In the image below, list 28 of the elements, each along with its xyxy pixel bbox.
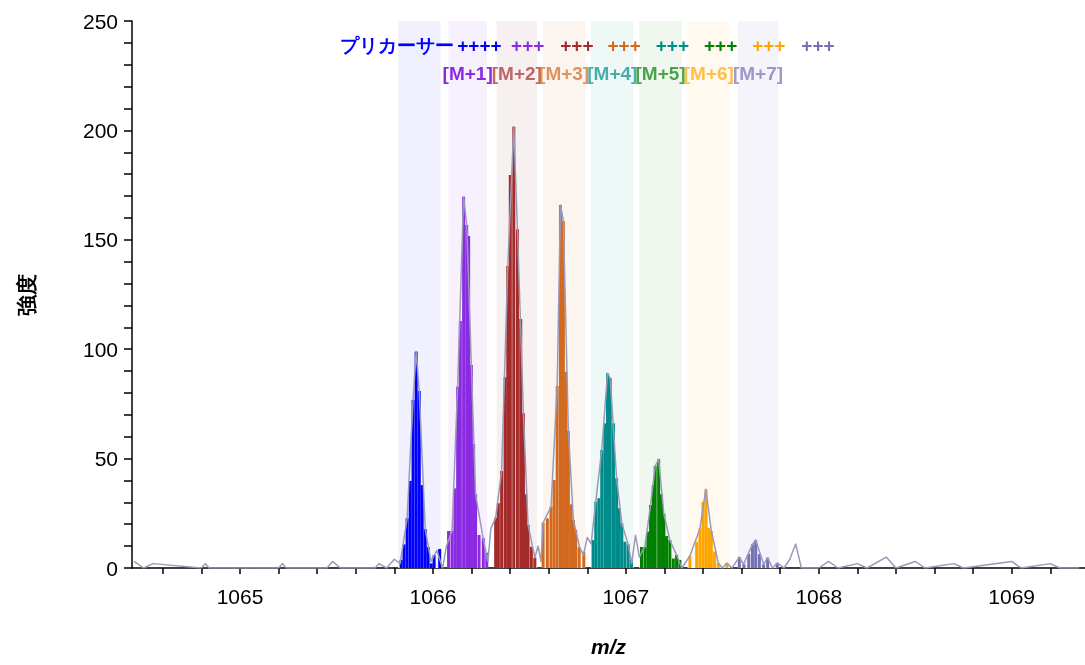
- annotation: [M+2]: [491, 62, 542, 84]
- x-tick-label: 1066: [409, 585, 457, 608]
- x-tick-label: 1069: [988, 585, 1036, 608]
- y-tick-label: 250: [82, 9, 118, 33]
- y-tick-label: 200: [82, 118, 118, 142]
- x-tick-label: 1068: [795, 585, 843, 608]
- annotation: +++: [655, 34, 690, 56]
- annotation: +++: [801, 34, 835, 56]
- y-tick-label: 0: [106, 556, 118, 580]
- annotation: プリカーサー: [340, 34, 455, 56]
- y-tick-label: 150: [82, 228, 118, 252]
- annotation: +++: [560, 34, 594, 56]
- annotation: +++: [511, 34, 545, 56]
- annotation: [M+5]: [635, 62, 686, 84]
- annotation: [M+4]: [587, 62, 638, 84]
- annotation: +++: [607, 34, 641, 56]
- y-axis-title: 強度: [15, 273, 38, 316]
- annotation: [M+7]: [732, 62, 784, 84]
- x-tick-label: 1067: [602, 585, 650, 608]
- annotation: [M+6]: [683, 62, 734, 84]
- annotation: +++: [703, 34, 738, 56]
- x-axis-title: m/z: [590, 635, 627, 658]
- y-tick-label: 100: [82, 337, 118, 361]
- y-tick-label: 50: [94, 447, 118, 471]
- annotation: ++++: [457, 34, 502, 56]
- annotation: [M+1]: [442, 62, 493, 84]
- annotation: +++: [752, 34, 786, 56]
- x-tick-label: 1065: [216, 585, 264, 608]
